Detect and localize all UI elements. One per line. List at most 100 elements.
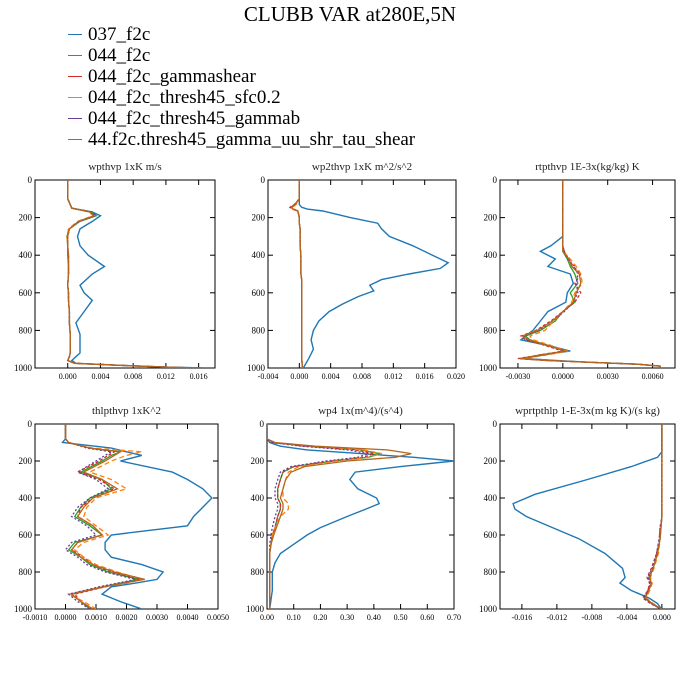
x-tick-label: 0.0000 (55, 613, 77, 622)
y-tick-label: 1000 (479, 604, 498, 614)
y-tick-label: 200 (251, 456, 265, 466)
x-tick-label: -0.016 (512, 613, 533, 622)
series-line-3 (267, 424, 383, 609)
x-tick-label: -0.004 (258, 372, 279, 381)
x-tick-label: 0.012 (157, 372, 175, 381)
series-line-1 (643, 424, 663, 609)
x-tick-label: 0.70 (447, 613, 461, 622)
series-line-3 (64, 424, 145, 609)
y-tick-label: 0 (261, 175, 266, 185)
x-tick-label: 0.0060 (642, 372, 664, 381)
legend-label: 044_f2c (88, 45, 151, 66)
x-tick-label: 0.008 (353, 372, 371, 381)
x-tick-label: 0.004 (322, 372, 340, 381)
x-tick-label: 0.000 (59, 372, 77, 381)
y-tick-label: 400 (19, 250, 33, 260)
panel-title: wpthvp 1xK m/s (88, 161, 161, 173)
x-tick-label: 0.0030 (597, 372, 619, 381)
y-tick-label: 600 (19, 530, 33, 540)
panel-1: wp2thvp 1xK m^2/s^2 0 200 400 600 800 1000-0.0… (247, 161, 465, 381)
y-tick-label: 600 (484, 530, 498, 540)
legend-swatch-3 (68, 97, 82, 98)
y-tick-label: 800 (484, 325, 498, 335)
panel-3: thlpthvp 1xK^2 0 200 400 600 800 1000-0.0010 0.… (14, 405, 229, 622)
y-tick-label: 600 (484, 288, 498, 298)
figure-title: CLUBB VAR at280E,5N (243, 2, 457, 26)
y-tick-label: 800 (484, 567, 498, 577)
y-tick-label: 0 (28, 419, 33, 429)
y-tick-label: 800 (19, 567, 33, 577)
y-tick-label: 600 (19, 288, 33, 298)
series-line-0 (519, 180, 661, 368)
y-tick-label: 400 (252, 250, 266, 260)
y-tick-label: 400 (484, 493, 498, 503)
x-tick-label: 0.008 (124, 372, 142, 381)
y-tick-label: 800 (19, 325, 33, 335)
plot-frame (267, 179, 457, 369)
x-tick-label: -0.0030 (506, 372, 531, 381)
series-line-0 (61, 424, 213, 609)
y-tick-label: 1000 (479, 363, 498, 373)
x-tick-label: -0.004 (617, 613, 638, 622)
y-tick-label: 0 (260, 419, 265, 429)
legend-label: 44.f2c.thresh45_gamma_uu_shr_tau_shear (88, 129, 416, 150)
x-tick-label: 0.50 (394, 613, 408, 622)
series-line-0 (512, 424, 663, 609)
x-tick-label: 0.30 (340, 613, 354, 622)
y-tick-label: 200 (484, 456, 498, 466)
series-line-2 (517, 180, 661, 368)
y-tick-label: 400 (19, 493, 33, 503)
x-tick-label: 0.020 (447, 372, 465, 381)
x-tick-label: 0.000 (290, 372, 308, 381)
series-line-1 (520, 180, 661, 368)
series-line-0 (66, 180, 207, 368)
plot-frame (499, 423, 676, 610)
legend-item: 037_f2c (68, 24, 415, 45)
y-tick-label: 400 (251, 493, 265, 503)
x-tick-label: 0.012 (384, 372, 402, 381)
series-line-5 (290, 180, 304, 368)
series-line-3 (523, 180, 661, 368)
series-line-5 (644, 424, 663, 609)
x-tick-label: -0.008 (582, 613, 603, 622)
x-tick-label: 0.00 (260, 613, 274, 622)
panel-title: wp4 1x(m^4)/(s^4) (318, 405, 403, 417)
series-line-2 (66, 180, 199, 368)
series-line-0 (267, 424, 454, 609)
series-line-4 (520, 180, 661, 368)
y-tick-label: 600 (252, 288, 266, 298)
legend-label: 037_f2c (88, 24, 151, 45)
panel-5: wprtpthlp 1-E-3x(m kg K)/(s kg) 0 200 400 60… (479, 405, 676, 622)
x-tick-label: 0.000 (653, 613, 671, 622)
legend-item: 044_f2c_thresh45_gammab (68, 108, 415, 129)
x-tick-label: 0.0030 (146, 613, 168, 622)
x-tick-label: 0.004 (91, 372, 109, 381)
plot-frame (499, 179, 676, 369)
panel-title: thlpthvp 1xK^2 (92, 405, 161, 417)
x-tick-label: 0.016 (190, 372, 208, 381)
plot-frame (266, 423, 455, 610)
x-tick-label: 0.40 (367, 613, 381, 622)
legend-swatch-2 (68, 76, 82, 77)
x-tick-label: 0.20 (313, 613, 327, 622)
series-line-3 (645, 424, 663, 609)
y-tick-label: 1000 (14, 604, 33, 614)
legend-swatch-0 (68, 34, 82, 35)
y-tick-label: 200 (19, 456, 33, 466)
legend-swatch-4 (68, 118, 82, 119)
y-tick-label: 1000 (246, 604, 265, 614)
x-tick-label: 0.10 (287, 613, 301, 622)
x-tick-label: 0.0020 (116, 613, 138, 622)
y-tick-label: 0 (493, 419, 498, 429)
x-tick-label: -0.0010 (23, 613, 48, 622)
legend-label: 044_f2c_thresh45_sfc0.2 (88, 87, 281, 108)
y-tick-label: 0 (493, 175, 498, 185)
x-tick-label: -0.012 (547, 613, 568, 622)
x-tick-label: 0.016 (416, 372, 434, 381)
legend-item: 44.f2c.thresh45_gamma_uu_shr_tau_shear (68, 129, 415, 150)
series-line-4 (267, 424, 369, 609)
y-tick-label: 600 (251, 530, 265, 540)
panel-title: rtpthvp 1E-3x(kg/kg) K (535, 161, 640, 173)
